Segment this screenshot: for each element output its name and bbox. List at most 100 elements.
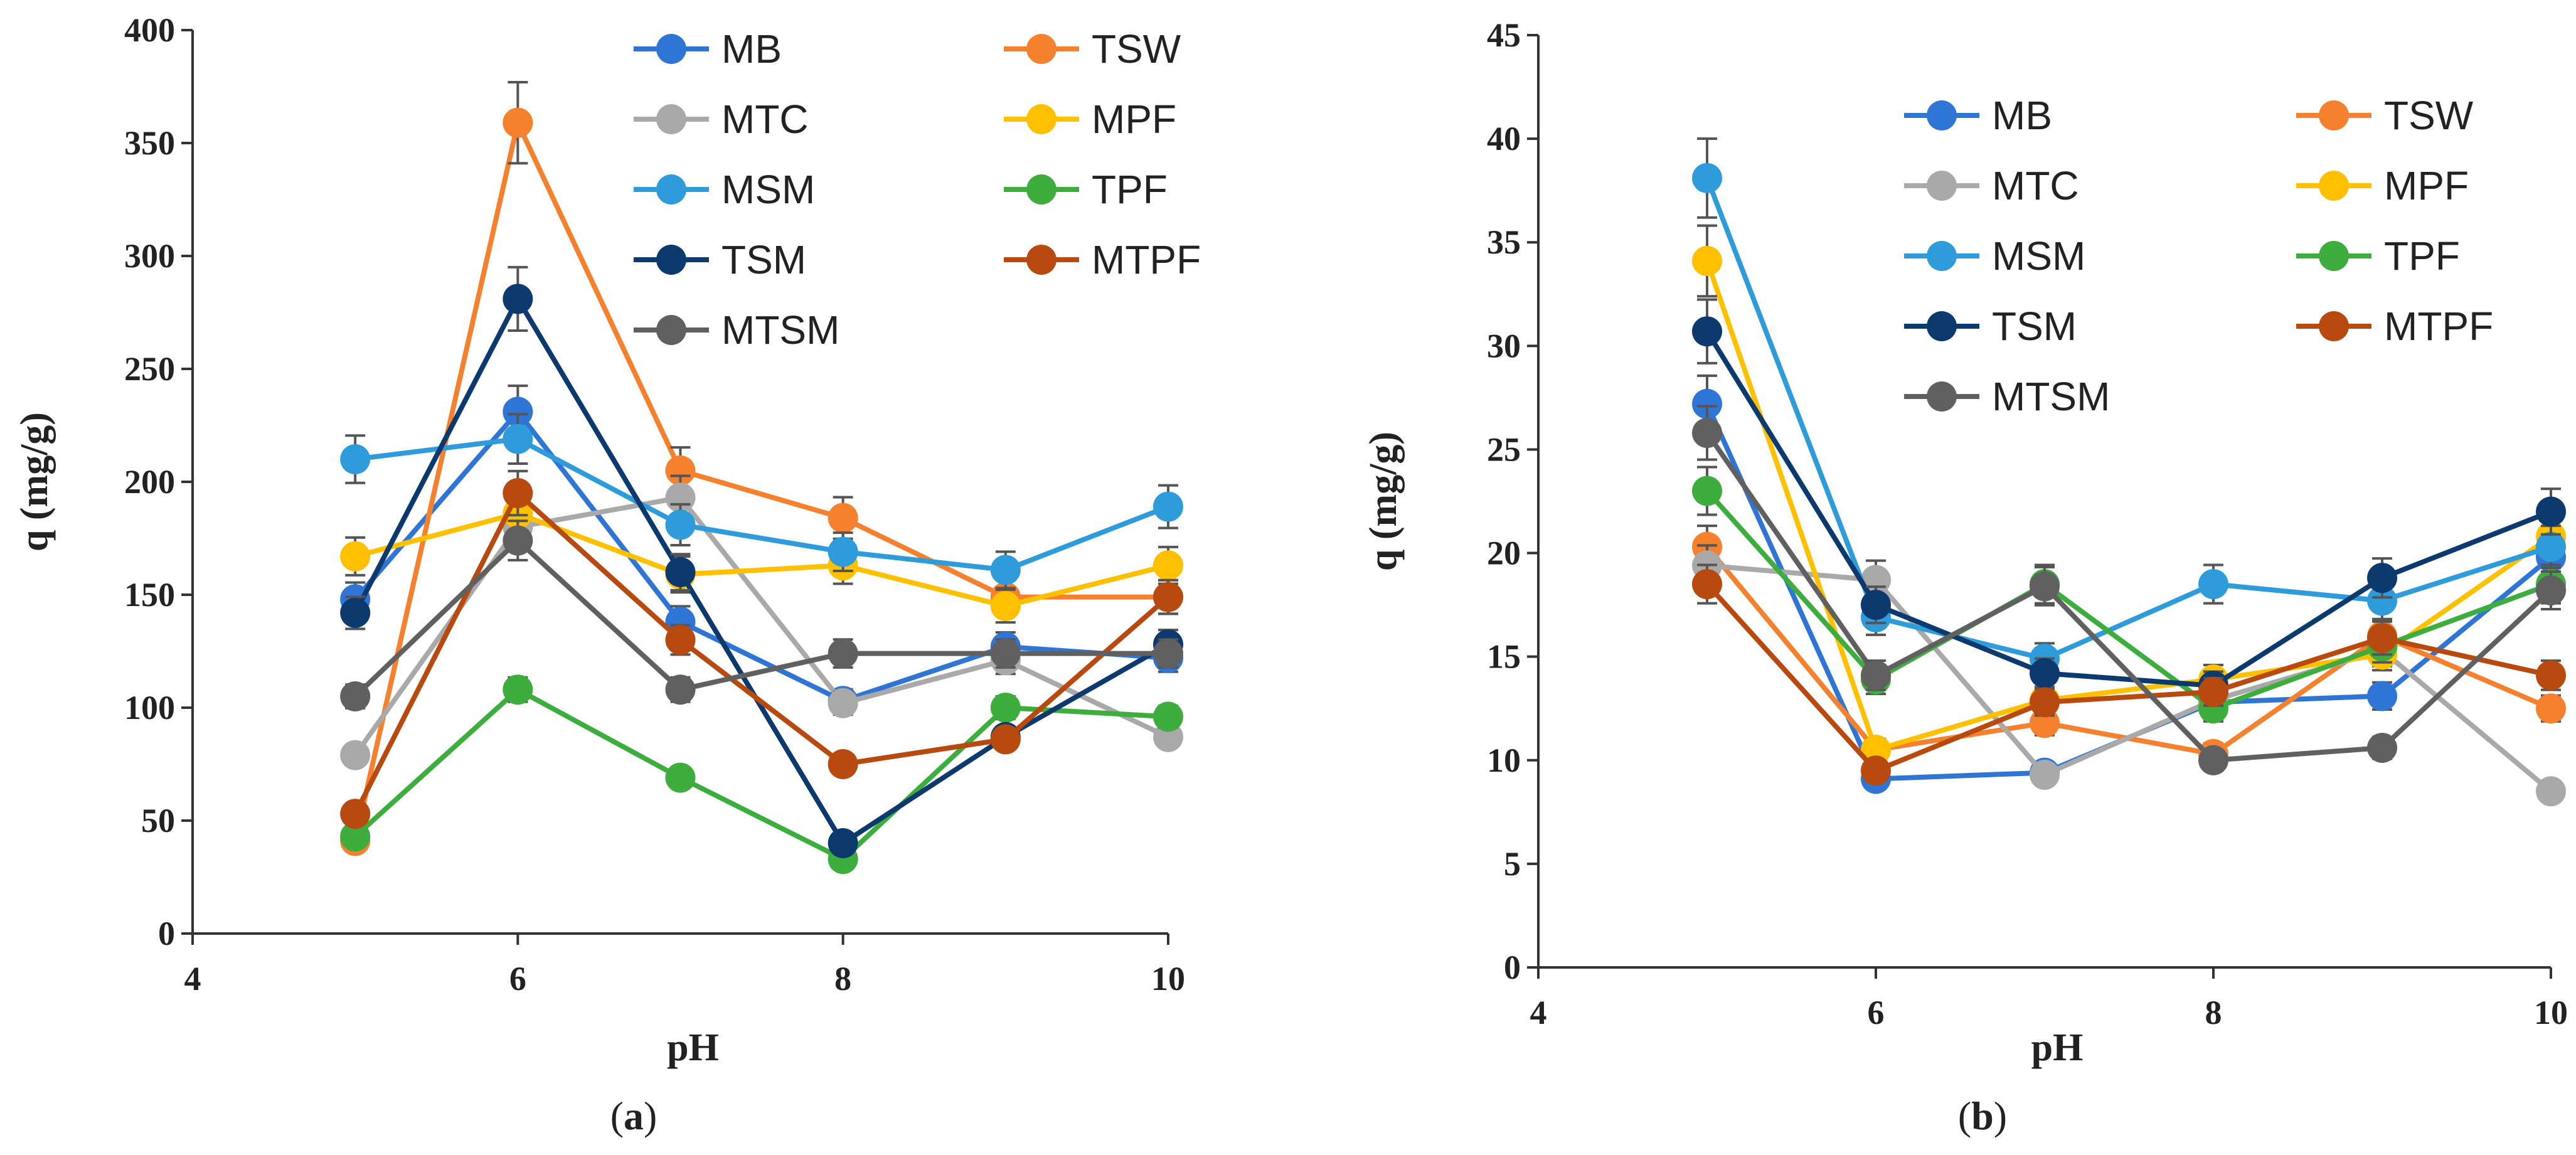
data-point — [503, 478, 533, 508]
data-point — [2198, 676, 2228, 707]
legend-label: TSM — [721, 237, 806, 282]
series-line — [353, 120, 1168, 842]
chart-panel-b: 0 5 10 15 20 25 30 35 40 45 4 6 8 10 pH q (mg/g) MB TSW MT… — [1362, 16, 2568, 1138]
legend-label: TPF — [2384, 233, 2460, 279]
y-tick-label: 30 — [1487, 327, 1521, 365]
data-point — [828, 536, 858, 567]
series-line — [1705, 431, 2553, 763]
legend-label: MTPF — [1092, 237, 1201, 282]
legend-item-msm: MSM — [1904, 233, 2085, 279]
data-point — [2198, 745, 2228, 775]
data-point — [2030, 687, 2060, 718]
legend-item-tpf: TPF — [2296, 233, 2460, 279]
legend-label: TSW — [1092, 26, 1181, 72]
y-tick-label: 300 — [124, 237, 175, 275]
data-point — [1861, 590, 1891, 620]
data-point — [503, 284, 533, 314]
legend-marker — [1026, 245, 1056, 275]
series-line — [1705, 489, 2552, 711]
y-tick-label: 50 — [141, 802, 175, 839]
legend-label: MTPF — [2384, 304, 2493, 349]
data-point — [665, 762, 696, 793]
legend-marker — [1927, 381, 1957, 412]
data-point — [2367, 563, 2397, 593]
legend-item-mtc: MTC — [634, 97, 809, 142]
legend-label: MTC — [721, 97, 809, 142]
data-point — [1153, 550, 1183, 581]
data-point — [340, 821, 371, 852]
legend-item-tsm: TSM — [1904, 304, 2077, 349]
series-line — [353, 296, 1169, 846]
data-point — [340, 597, 371, 628]
legend-item-tsw: TSW — [1004, 26, 1181, 72]
legend-marker — [1026, 104, 1056, 134]
legend-marker — [656, 174, 686, 205]
data-point — [2536, 575, 2566, 605]
data-point — [340, 740, 371, 770]
data-point — [1153, 582, 1183, 612]
data-point — [990, 724, 1021, 755]
series-tsm — [1692, 298, 2566, 701]
caption-paren-close: ) — [644, 1094, 657, 1138]
data-point — [1692, 245, 1722, 276]
x-tick-label: 10 — [2534, 994, 2568, 1031]
data-point — [1692, 476, 1722, 506]
legend-marker — [1927, 241, 1957, 271]
legend: MB TSW MTC MPF MSM TPF TSM MTPF MTSM — [634, 26, 1201, 353]
legend-item-msm: MSM — [634, 167, 815, 212]
data-point — [2030, 759, 2060, 790]
legend-label: TSM — [1992, 304, 2077, 349]
series-mtsm — [340, 519, 1183, 711]
y-tick-label: 0 — [158, 915, 175, 952]
legend-label: MSM — [1992, 233, 2085, 279]
series-line — [354, 436, 1169, 573]
data-point — [2367, 732, 2397, 763]
legend-marker — [1026, 34, 1056, 64]
x-tick-label: 6 — [1868, 994, 1885, 1031]
data-point — [1861, 735, 1891, 765]
legend-label: MTSM — [1992, 374, 2110, 419]
series-line — [353, 491, 1170, 816]
legend-label: MB — [1992, 93, 2052, 138]
y-tick-label: 200 — [124, 463, 175, 501]
series-line — [353, 687, 1169, 862]
y-tick-label: 45 — [1487, 16, 1521, 54]
y-axis-label: q (mg/g) — [13, 412, 56, 551]
legend-item-mb: MB — [634, 26, 782, 72]
data-point — [828, 638, 858, 669]
legend-marker — [656, 315, 686, 345]
legend-marker — [2319, 100, 2349, 130]
data-point — [2030, 658, 2060, 689]
series-line — [1705, 330, 2552, 688]
data-point — [1153, 638, 1183, 669]
series-line — [1705, 582, 2552, 774]
y-tick-label: 10 — [1487, 742, 1521, 779]
y-tick-label: 100 — [124, 689, 175, 727]
x-tick-label: 4 — [184, 960, 201, 998]
data-point — [503, 397, 533, 427]
y-tick-label: 25 — [1487, 430, 1521, 468]
series-tpf — [340, 674, 1183, 875]
legend-item-tsm: TSM — [634, 237, 806, 282]
data-point — [990, 555, 1021, 585]
data-point — [2536, 660, 2566, 691]
legend-item-mpf: MPF — [2296, 163, 2469, 208]
series-line — [354, 511, 1169, 609]
x-tick-label: 10 — [1151, 960, 1185, 998]
y-tick-label: 40 — [1487, 120, 1521, 157]
legend-item-mtsm: MTSM — [634, 307, 839, 353]
series-mtpf — [1692, 563, 2566, 786]
y-tick-label: 400 — [124, 11, 175, 49]
x-tick-label: 8 — [2205, 994, 2222, 1031]
data-point — [665, 557, 696, 587]
legend-marker — [656, 104, 686, 134]
legend-marker — [2319, 311, 2349, 341]
legend-marker — [1927, 311, 1957, 341]
y-tick-label: 15 — [1487, 638, 1521, 676]
y-axis-label: q (mg/g) — [1362, 432, 1405, 571]
data-point — [1692, 569, 1722, 600]
data-point — [503, 423, 533, 454]
legend-item-mtsm: MTSM — [1904, 374, 2110, 419]
legend-item-mtc: MTC — [1904, 163, 2079, 208]
y-tick-label: 20 — [1487, 535, 1521, 572]
